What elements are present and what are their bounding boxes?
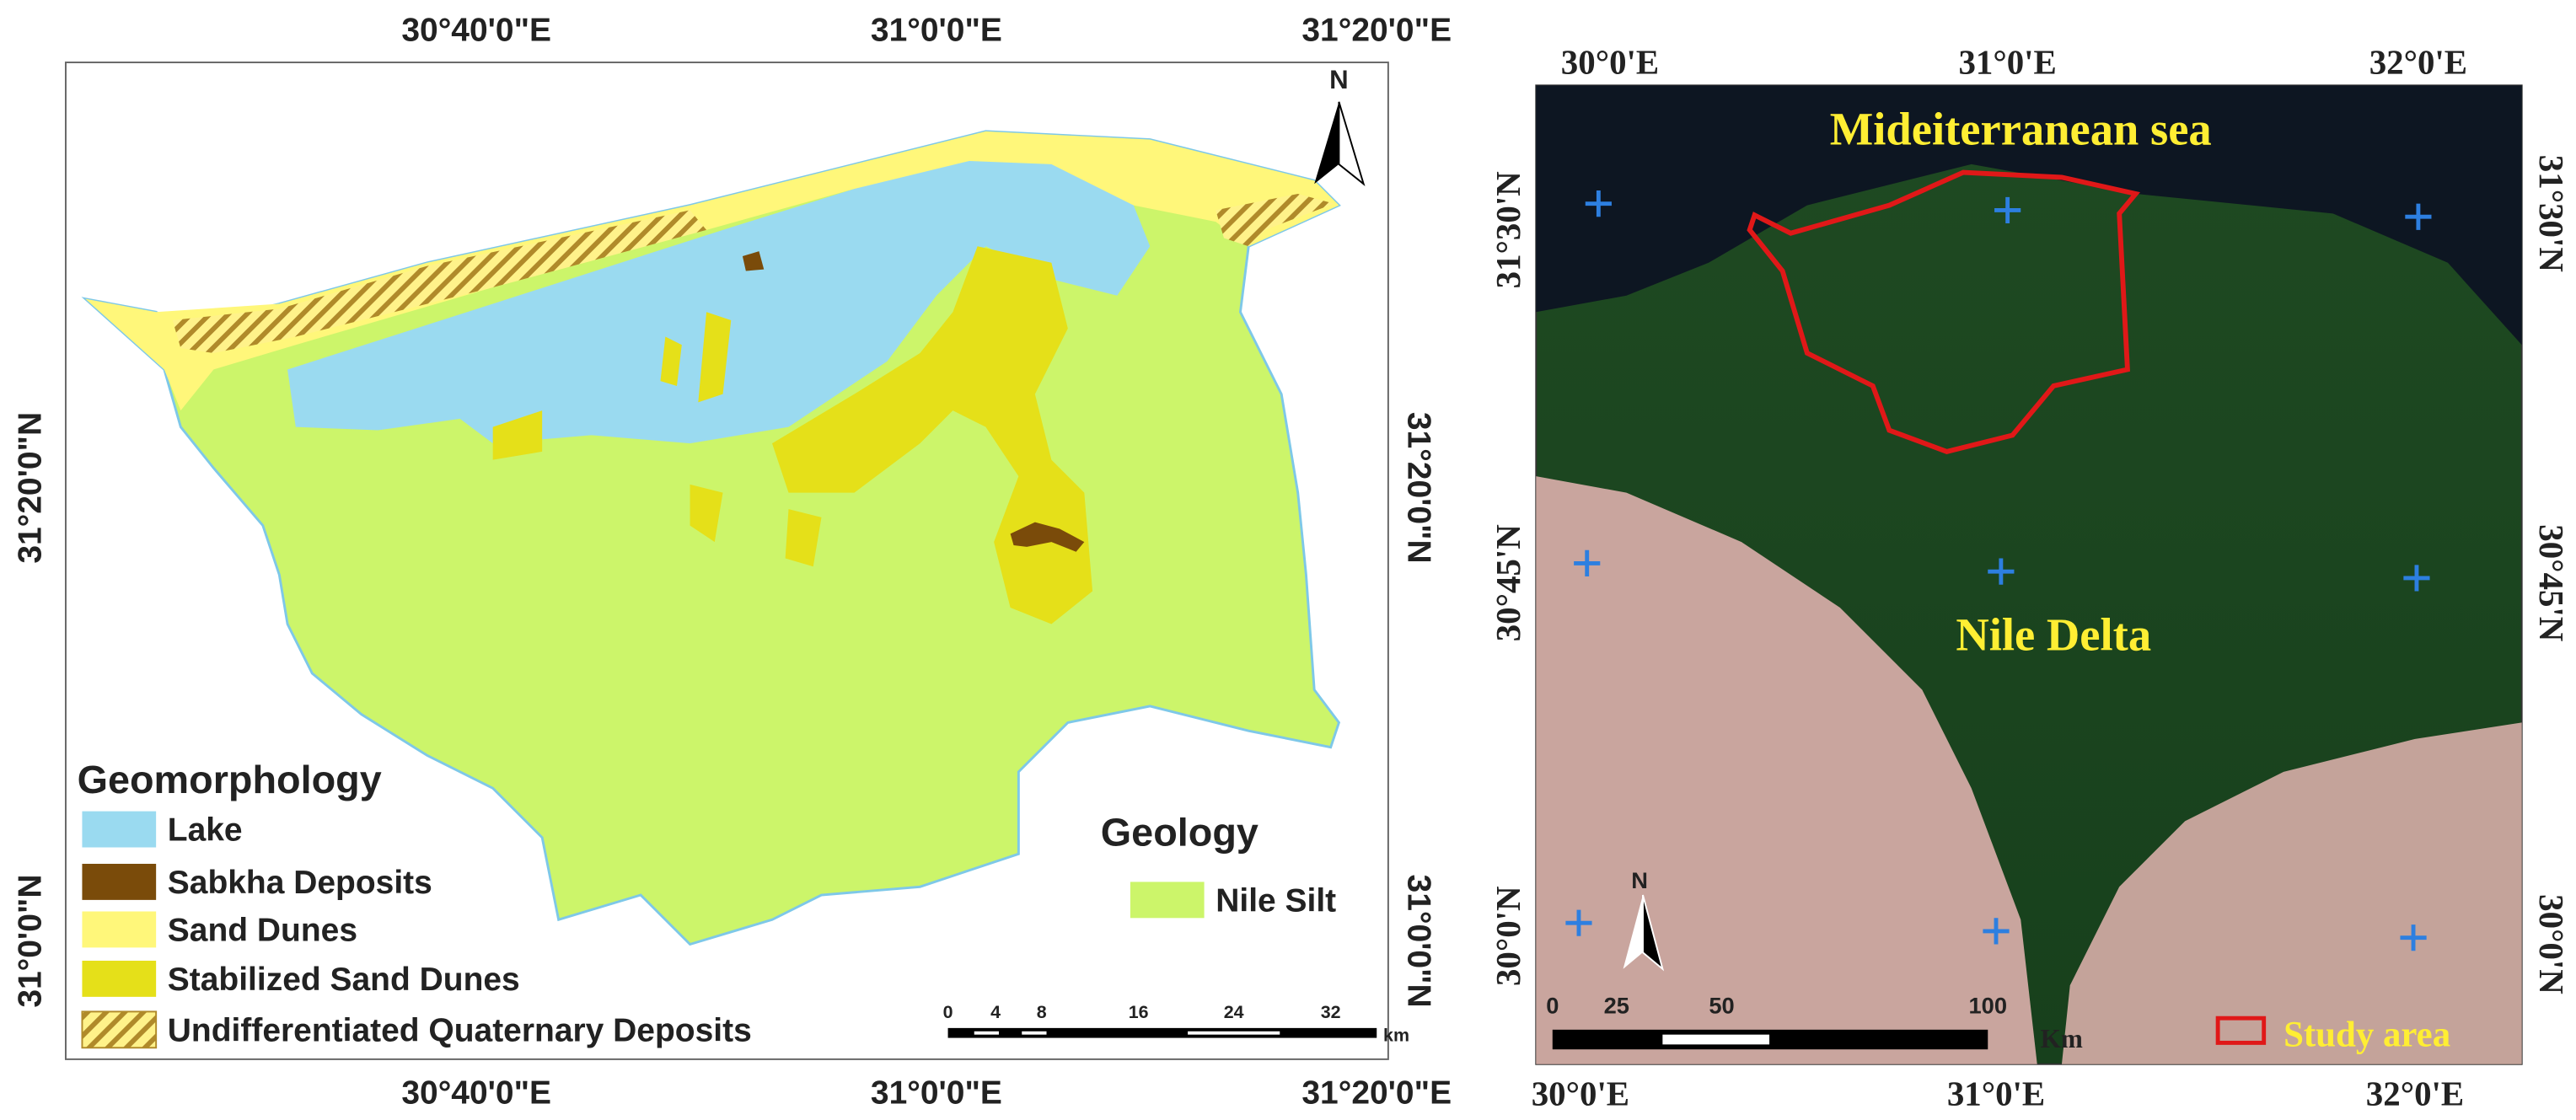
- scale-segment: [1022, 1031, 1047, 1035]
- sea: [1536, 85, 2522, 346]
- legend-label: Sabkha Deposits: [168, 865, 432, 901]
- scale-segment: [974, 1031, 999, 1035]
- top-tick-label: 31°0'E: [1958, 44, 2056, 82]
- top-tick-label: 31°20'0"E: [1301, 13, 1452, 49]
- geology-title: Geology: [1101, 811, 1258, 855]
- scale-label: 32: [1321, 1002, 1341, 1022]
- scale-label: 24: [1224, 1002, 1244, 1022]
- lake: [287, 160, 1151, 444]
- left-tick-label: 31°0'0"N: [13, 875, 49, 1008]
- right-tick-label: 31°20'0"N: [1400, 412, 1436, 564]
- bottom-tick-label: 31°20'0"E: [1301, 1075, 1452, 1112]
- legend-label: Undifferentiated Quaternary Deposits: [168, 1012, 752, 1048]
- scale-label: 4: [990, 1002, 1001, 1022]
- right-tick-label: 31°30'N: [2532, 155, 2570, 272]
- left-tick-label: 31°30'N: [1489, 171, 1527, 288]
- scale-label: 100: [1969, 992, 2008, 1018]
- right-map: Mideiterranean sea Nile Delta N 0 25 50 …: [1489, 44, 2570, 1113]
- legend-swatch: [82, 960, 157, 997]
- bottom-tick-label: 30°0'E: [1532, 1074, 1629, 1112]
- graticule-crosses: [1565, 190, 2432, 951]
- left-tick-label: 31°20'0"N: [13, 412, 49, 564]
- scale-label: 0: [1546, 992, 1559, 1018]
- top-tick-label: 30°0'E: [1561, 44, 1659, 82]
- legend-swatch: [82, 911, 157, 948]
- scale-unit: Km: [2041, 1024, 2083, 1053]
- scale-segment: [1188, 1031, 1280, 1035]
- legend-label: Lake: [168, 812, 243, 849]
- scale-unit: km: [1383, 1025, 1409, 1045]
- north-label: N: [1631, 867, 1648, 893]
- legend-label: Nile Silt: [1216, 883, 1336, 919]
- north-label: N: [1329, 65, 1349, 94]
- scale-bar: 0 4 8 16 24 32 km: [943, 1002, 1409, 1045]
- study-area: [1747, 169, 2140, 454]
- right-tick-label: 31°0'0"N: [1400, 875, 1436, 1008]
- scale-segment: [1552, 1029, 1988, 1050]
- delta-label: Nile Delta: [1956, 609, 2151, 661]
- scale-bar: 0 25 50 100 Km: [1546, 992, 2083, 1053]
- left-tick-label: 30°45'N: [1489, 524, 1527, 641]
- right-tick-label: 30°0'N: [2532, 894, 2570, 994]
- north-arrow: [1338, 101, 1366, 186]
- stabilized-sand-dunes: [492, 246, 1093, 624]
- bottom-tick-label: 31°0'E: [1947, 1074, 2045, 1112]
- undifferentiated-deposits: [172, 193, 1334, 353]
- top-tick-label: 30°40'0"E: [401, 13, 551, 49]
- left-tick-label: 30°0'N: [1489, 886, 1527, 986]
- scale-segment: [947, 1027, 1377, 1038]
- bottom-tick-label: 32°0'E: [2366, 1074, 2464, 1112]
- top-tick-label: 31°0'0"E: [871, 13, 1002, 49]
- legend-swatch: [81, 1010, 158, 1049]
- bottom-tick-label: 30°40'0"E: [401, 1075, 551, 1112]
- sea-label: Mideiterranean sea: [1830, 103, 2212, 154]
- legend-swatch: [1130, 882, 1205, 919]
- legend-swatch: [82, 811, 157, 848]
- left-map: 30°40'0"E 31°0'0"E 31°20'0"E 30°40'0"E 3…: [13, 13, 1452, 1112]
- top-tick-label: 32°0'E: [2369, 44, 2467, 82]
- legend-swatch: [82, 864, 157, 900]
- legend-label: Study area: [2284, 1015, 2450, 1054]
- bottom-tick-label: 31°0'0"E: [871, 1075, 1002, 1112]
- legend-swatch: [2215, 1016, 2267, 1045]
- right-tick-label: 30°45'N: [2532, 524, 2570, 641]
- north-arrow: [1642, 894, 1665, 972]
- legend-label: Stabilized Sand Dunes: [168, 962, 520, 998]
- scale-label: 0: [943, 1002, 953, 1022]
- scale-label: 50: [1709, 992, 1734, 1018]
- legend-label: Sand Dunes: [168, 913, 357, 949]
- desert-west: [1536, 476, 2037, 1064]
- scale-label: 16: [1129, 1002, 1149, 1022]
- sand-dunes: [85, 131, 1339, 411]
- scale-segment: [1662, 1034, 1770, 1045]
- scale-label: 8: [1037, 1002, 1047, 1022]
- desert-east: [2061, 722, 2522, 1064]
- legend-title: Geomorphology: [78, 758, 382, 801]
- scale-label: 25: [1604, 992, 1629, 1018]
